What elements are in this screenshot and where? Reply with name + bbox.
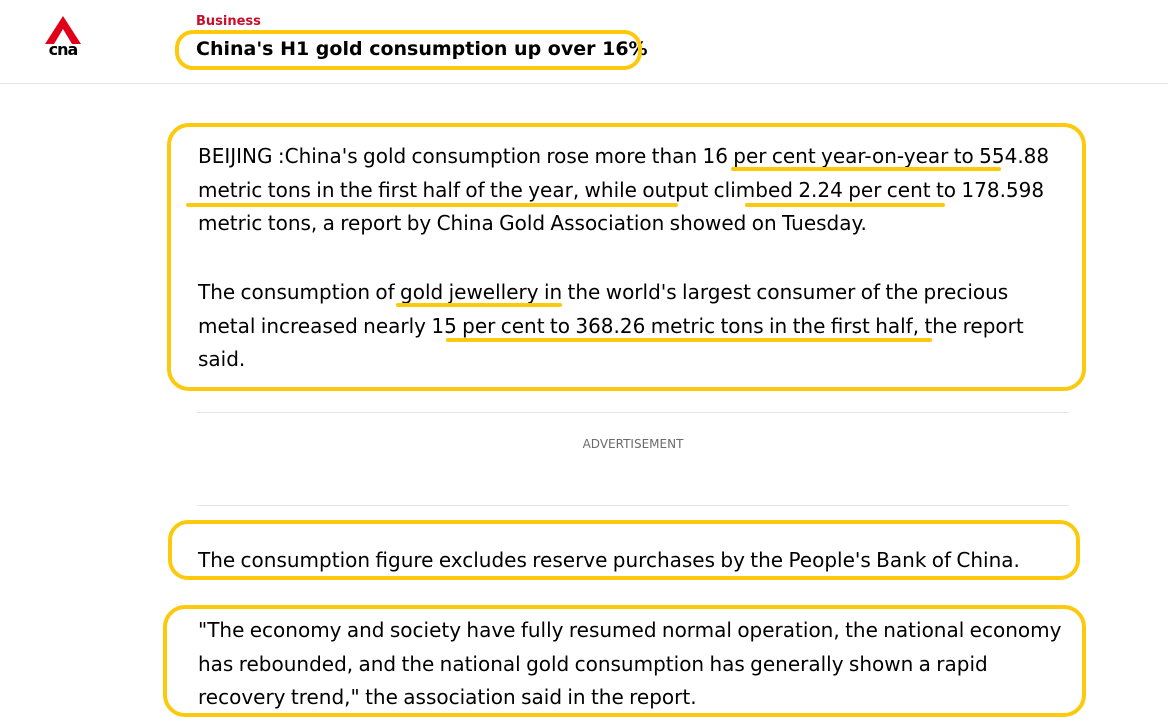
cna-logo[interactable]: cna	[45, 16, 81, 62]
article-paragraph-4: "The economy and society have fully resu…	[198, 618, 1062, 709]
site-header: cna Business China's H1 gold consumption…	[0, 0, 1168, 84]
divider	[197, 505, 1069, 506]
article-paragraph-3: The consumption figure excludes reserve …	[198, 548, 1020, 572]
logo-text: cna	[48, 40, 79, 59]
page-title: China's H1 gold consumption up over 16%	[196, 38, 648, 60]
article-paragraph-2: The consumption of gold jewellery in the…	[198, 280, 1024, 371]
article-paragraph-1: BEIJING :China's gold consumption rose m…	[198, 144, 1050, 235]
divider	[197, 412, 1069, 413]
category-label[interactable]: Business	[196, 14, 261, 29]
advertisement-label: ADVERTISEMENT	[582, 437, 684, 451]
cna-logo-icon	[45, 16, 81, 44]
